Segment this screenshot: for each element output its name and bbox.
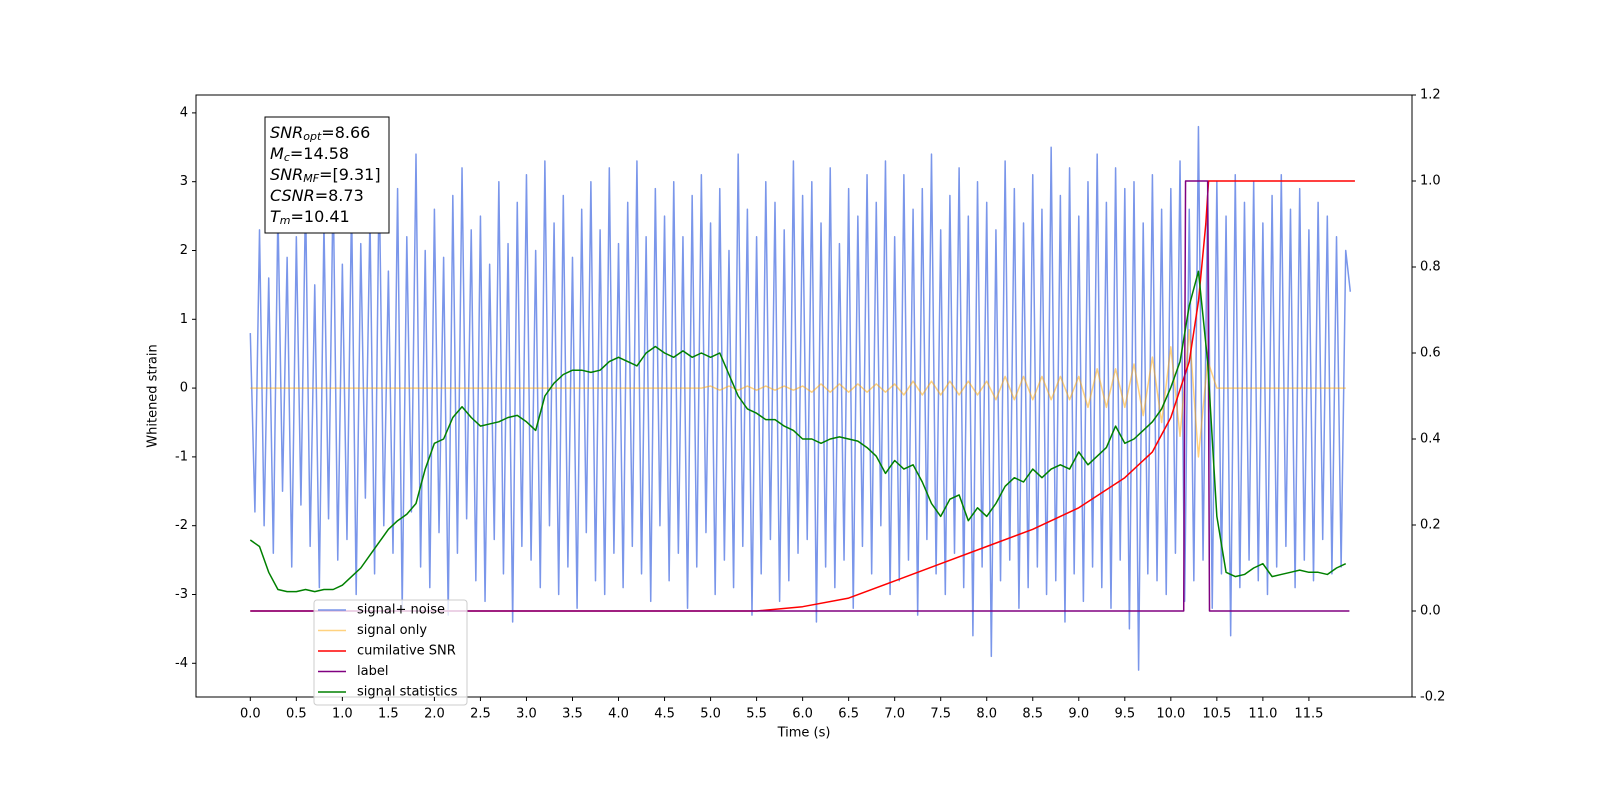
y2-tick-label: 0.6	[1420, 346, 1441, 361]
x-tick-label: 6.0	[792, 707, 813, 722]
annotation-subscript: m	[280, 214, 291, 227]
x-tick-label: 9.0	[1068, 707, 1089, 722]
annotation-value: =10.41	[291, 207, 350, 226]
x-tick-label: 6.5	[838, 707, 859, 722]
annotation-value: =[9.31]	[319, 165, 381, 184]
x-tick-label: 4.5	[654, 707, 675, 722]
y2-tick-label: 0.8	[1420, 260, 1441, 275]
annotation-symbol: CSNR	[270, 186, 315, 205]
x-axis-label: Time (s)	[777, 726, 831, 741]
plot-area	[249, 125, 1355, 671]
x-tick-label: 8.5	[1022, 707, 1043, 722]
annotation-subscript: c	[284, 151, 290, 164]
y-tick-label: -3	[175, 587, 188, 602]
y2-tick-label: 0.4	[1420, 432, 1441, 447]
x-tick-label: 10.0	[1156, 707, 1185, 722]
y-axis-label: Whitened strain	[146, 344, 161, 447]
x-tick-label: 1.5	[378, 707, 399, 722]
series-line	[249, 125, 1352, 671]
annotation-symbol: SNR	[270, 123, 303, 142]
annotation-value: =14.58	[290, 144, 349, 163]
y-tick-label: 0	[180, 381, 188, 396]
x-tick-label: 3.0	[516, 707, 537, 722]
x-tick-label: 7.0	[884, 707, 905, 722]
y2-tick-label: 1.2	[1420, 88, 1441, 103]
annotation: SNRMF=[9.31]	[270, 165, 381, 186]
x-tick-label: 8.0	[976, 707, 997, 722]
annotation-subscript: opt	[303, 130, 322, 143]
x-tick-label: 5.5	[746, 707, 767, 722]
annotation-value: =8.66	[321, 123, 370, 142]
x-tick-label: 4.0	[608, 707, 629, 722]
series-line	[250, 180, 1355, 612]
annotation-subscript: MF	[303, 172, 319, 185]
x-tick-label: 7.5	[930, 707, 951, 722]
annotation-symbol: SNR	[270, 165, 303, 184]
y2-tick-label: 0.2	[1420, 518, 1441, 533]
legend-label: signal+ noise	[357, 603, 445, 618]
y-tick-label: 3	[180, 174, 188, 189]
legend-label: signal only	[357, 623, 427, 638]
x-tick-label: 2.0	[424, 707, 445, 722]
y2-tick-label: 0.0	[1420, 604, 1441, 619]
x-tick-label: 0.0	[240, 707, 261, 722]
legend-label: signal statistics	[357, 685, 458, 700]
x-tick-label: 0.5	[286, 707, 307, 722]
annotation: Tm=10.41	[270, 207, 350, 228]
legend	[313, 599, 468, 706]
annotation-symbol: T	[270, 207, 281, 226]
series-line	[250, 180, 1350, 612]
y-tick-label: -2	[175, 518, 188, 533]
y-tick-label: -4	[175, 656, 188, 671]
y-tick-label: -1	[175, 449, 188, 464]
x-tick-label: 2.5	[470, 707, 491, 722]
annotation-box	[264, 116, 390, 234]
y-tick-label: 4	[180, 105, 188, 120]
legend-label: cumilative SNR	[357, 644, 456, 659]
x-tick-label: 11.5	[1294, 707, 1323, 722]
y-tick-label: 2	[180, 243, 188, 258]
x-tick-label: 3.5	[562, 707, 583, 722]
annotation-symbol: M	[270, 144, 284, 163]
y2-tick-label: -0.2	[1420, 690, 1445, 705]
annotation: Mc=14.58	[270, 144, 349, 165]
series-line	[249, 270, 1347, 593]
x-tick-label: 10.5	[1202, 707, 1231, 722]
y-tick-label: 1	[180, 312, 188, 327]
annotation: SNRopt=8.66	[270, 123, 370, 144]
legend-label: label	[357, 664, 388, 679]
x-tick-label: 5.0	[700, 707, 721, 722]
y2-tick-label: 1.0	[1420, 174, 1441, 189]
x-tick-label: 1.0	[332, 707, 353, 722]
x-tick-label: 11.0	[1248, 707, 1277, 722]
series-line	[250, 328, 1346, 458]
axes-frame	[195, 94, 1413, 698]
annotation: CSNR=8.73	[270, 186, 364, 205]
annotation-value: =8.73	[315, 186, 364, 205]
x-tick-label: 9.5	[1114, 707, 1135, 722]
